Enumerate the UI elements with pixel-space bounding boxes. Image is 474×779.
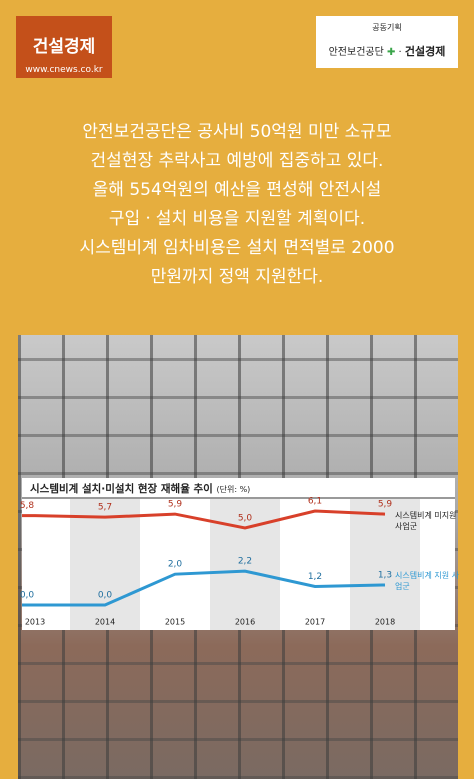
x-tick-label: 2014: [95, 618, 115, 627]
legend-entry: 시스템비계 지원 사업군: [395, 571, 459, 591]
partner: 안전보건공단: [328, 47, 384, 58]
unit-note: (단위: %): [217, 484, 251, 494]
logo: 건설경제 www.cnews.co.kr: [16, 16, 112, 78]
body-line: 구입ㆍ설치 비용을 지원할 계획이다.: [108, 209, 366, 229]
logo-text: 건설경제: [32, 37, 96, 57]
plus: ✚: [386, 47, 396, 58]
x-tick-label: 2015: [165, 618, 185, 627]
x-tick-label: 2013: [25, 618, 45, 627]
value-label: 5,0: [238, 513, 253, 523]
url: www.cnews.co.kr: [25, 65, 103, 75]
title: 시스템비계 설치·미설치 현장 재해율 추이: [30, 482, 213, 495]
body-line: 안전보건공단은 공사비 50억원 미만 소규모: [82, 122, 392, 142]
x-tick-label: 2018: [375, 618, 395, 627]
series-line: [22, 569, 386, 607]
value-label: 5,8: [20, 501, 35, 511]
value-label: 5,7: [98, 503, 112, 513]
value-label: 0,0: [98, 591, 113, 601]
legend-entry: 시스템비계 미지원 사업군: [395, 511, 457, 531]
x-tick-label: 2017: [305, 618, 325, 627]
column-band: [350, 499, 420, 630]
body-line: 올해 554억원의 예산을 편성해 안전시설: [92, 180, 382, 200]
bands: [70, 499, 420, 630]
value-label: 0,0: [20, 591, 35, 601]
value-label: 1,2: [308, 572, 322, 582]
value-label: 1,3: [378, 570, 392, 580]
value-label: 5,9: [378, 500, 393, 510]
value-label: 5,9: [168, 500, 183, 510]
co-label: 공동기획: [372, 23, 402, 32]
chart-title: 시스템비계 설치·미설치 현장 재해율 추이 (단위: %): [30, 482, 250, 495]
body-line: 시스템비계 임차비용은 설치 면적별로 2000: [79, 238, 395, 258]
partner-box: 공동기획 안전보건공단 ✚ · 건설경제: [316, 16, 458, 68]
x-tick-label: 2016: [235, 618, 255, 627]
series-line: [22, 509, 386, 530]
partner2: 건설경제: [404, 45, 446, 58]
value-label: 2,2: [238, 557, 252, 567]
body-line: 만원까지 정액 지원한다.: [150, 267, 324, 287]
column-band: [70, 499, 140, 630]
partners: 안전보건공단 ✚ · 건설경제: [328, 45, 446, 58]
body-line: 건설현장 추락사고 예방에 집중하고 있다.: [90, 151, 384, 171]
value-label: 2,0: [168, 560, 183, 570]
value-label: 6,1: [308, 497, 322, 507]
